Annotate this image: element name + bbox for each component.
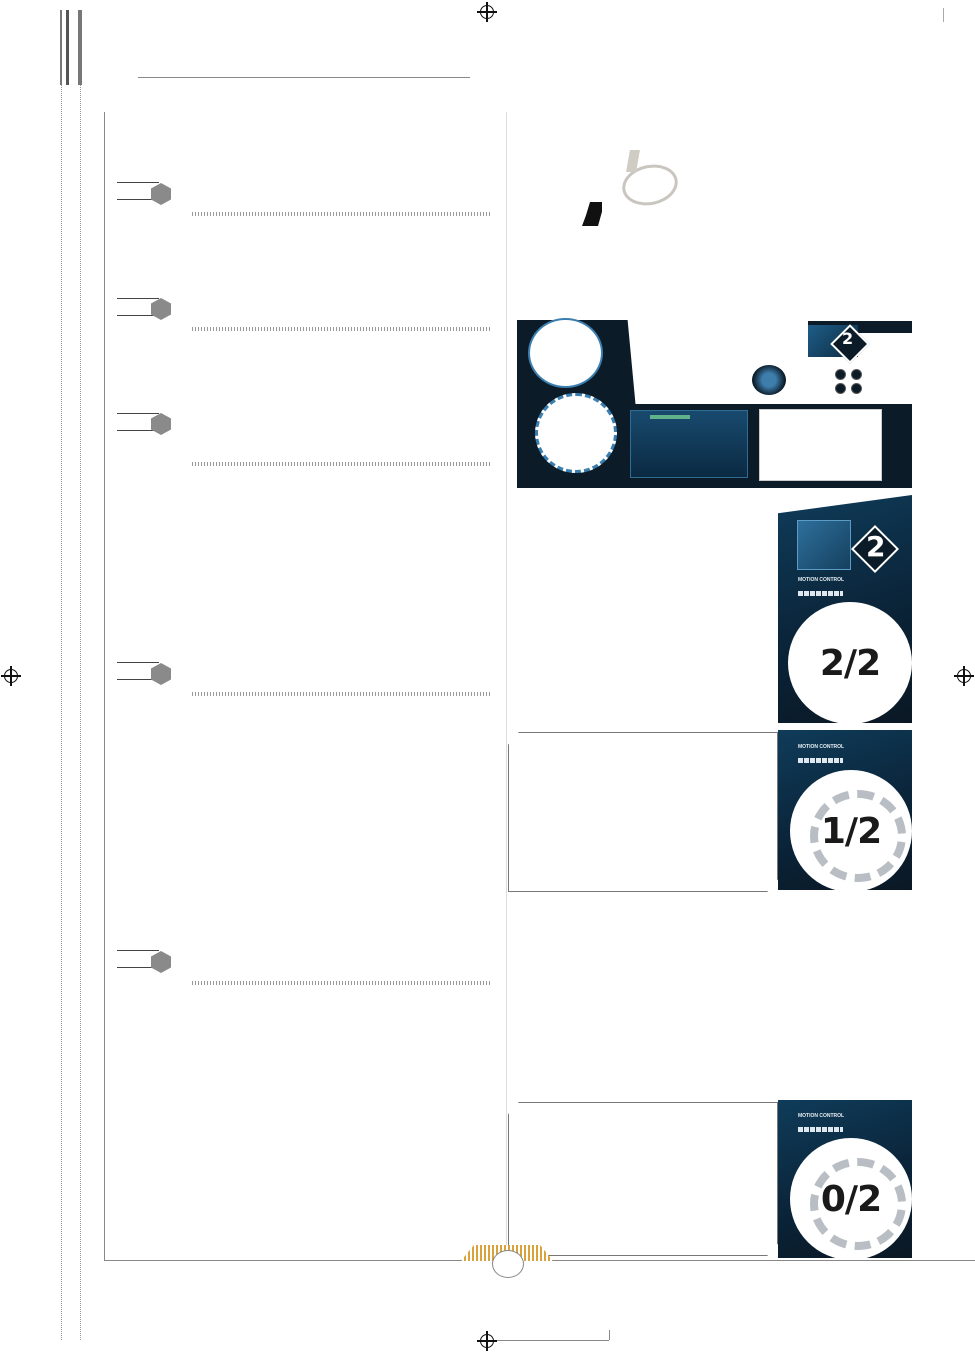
dial-upper xyxy=(528,318,603,388)
card-label: MOTION CONTROL xyxy=(798,577,845,583)
hexagon-icon xyxy=(151,298,171,320)
d-button-icon xyxy=(851,383,862,394)
counter-ring xyxy=(810,1158,906,1250)
counter-ring xyxy=(810,790,906,882)
page-number-badge xyxy=(492,1250,524,1278)
hexagon-icon xyxy=(151,951,171,973)
card-badge-value: 2 xyxy=(866,530,886,563)
screen-gauge xyxy=(650,415,690,419)
screen-display xyxy=(630,410,748,478)
top-right-crop-tick xyxy=(943,8,944,22)
c-button-icon xyxy=(835,383,846,394)
badge-value: 2 xyxy=(842,329,854,348)
hexagon-icon xyxy=(151,413,171,435)
registration-mark-top-icon xyxy=(477,2,497,22)
dial-lower xyxy=(535,393,617,473)
binding-dotted-line-1 xyxy=(61,85,62,1340)
hexagon-icon xyxy=(151,183,171,205)
motion-token-icon xyxy=(752,365,786,395)
section-rule xyxy=(192,212,492,216)
bottom-crop-line xyxy=(497,1340,609,1341)
b-button-icon xyxy=(851,369,862,380)
registration-mark-right-icon xyxy=(954,666,974,686)
card-label: MOTION CONTROL xyxy=(798,744,845,750)
card-pips xyxy=(798,758,843,763)
card-pips xyxy=(798,591,843,596)
card-pips xyxy=(798,1127,843,1132)
card-slot xyxy=(759,409,882,481)
card-label: MOTION CONTROL xyxy=(798,1113,845,1119)
text-frame xyxy=(508,1102,778,1256)
section-rule xyxy=(192,462,492,466)
registration-mark-left-icon xyxy=(1,666,21,686)
card-art xyxy=(797,520,851,570)
binding-strip xyxy=(60,10,82,85)
a-button-icon xyxy=(835,369,846,380)
counter-display: 2/2 xyxy=(788,602,912,724)
column-divider xyxy=(506,112,507,1252)
binding-dotted-line-2 xyxy=(80,85,81,1340)
header-rule xyxy=(138,77,470,78)
section-rule xyxy=(192,327,492,331)
section-rule xyxy=(192,981,492,985)
text-frame xyxy=(508,732,778,892)
bottom-crop-tick xyxy=(609,1330,610,1340)
hexagon-icon xyxy=(151,663,171,685)
registration-mark-bottom-icon xyxy=(477,1331,497,1351)
section-rule xyxy=(192,692,492,696)
